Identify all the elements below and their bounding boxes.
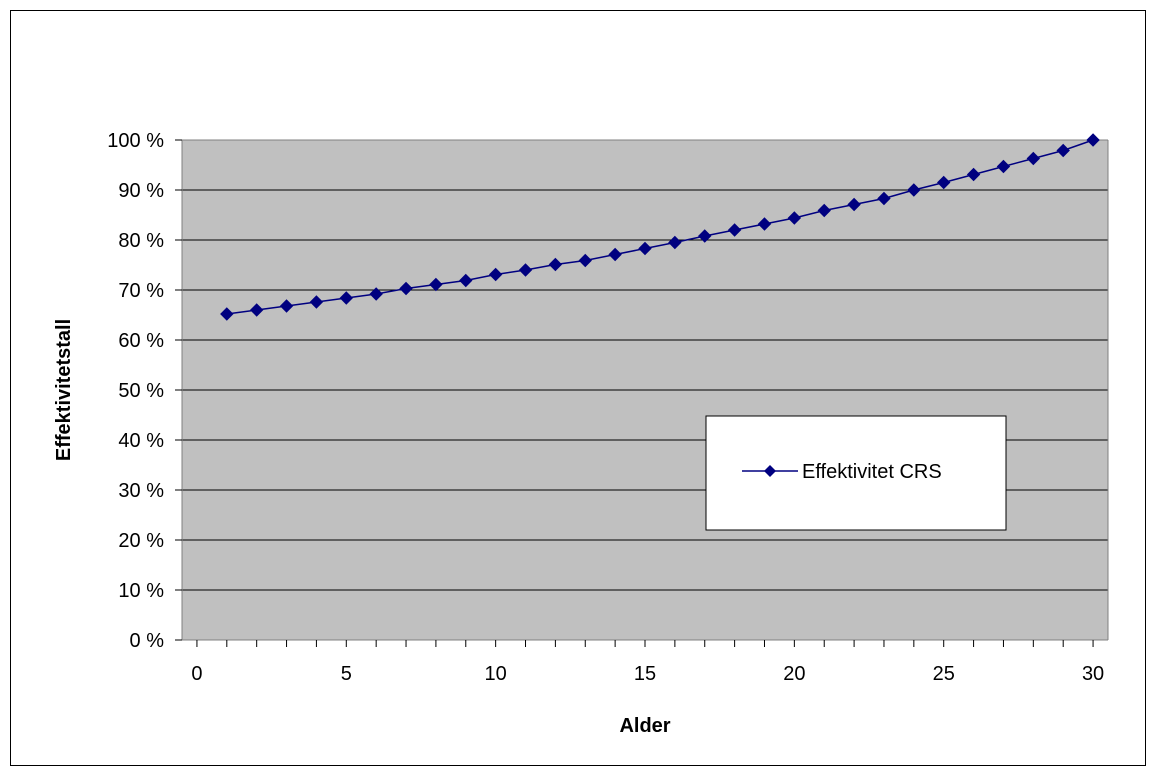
y-tick-label: 0 %: [130, 630, 165, 652]
x-axis-title: Alder: [619, 715, 670, 737]
data-point: [339, 291, 353, 305]
legend: Effektivitet CRS: [705, 415, 1007, 531]
data-point: [608, 247, 622, 262]
data-point: [966, 167, 981, 182]
y-tick-label: 90 %: [118, 180, 164, 202]
data-point: [847, 197, 861, 212]
y-tick-label: 30 %: [118, 480, 164, 502]
x-tick-label: 25: [933, 663, 955, 685]
data-point: [220, 307, 234, 321]
data-point: [1026, 151, 1041, 166]
data-point: [1086, 133, 1100, 147]
y-tick-label: 70 %: [118, 280, 164, 302]
data-point: [249, 303, 264, 317]
data-point: [488, 267, 503, 282]
x-tick-label: 20: [783, 663, 805, 685]
y-tick-label: 80 %: [118, 230, 164, 252]
y-tick-label: 100 %: [107, 130, 164, 152]
x-axis-ticks: 0 5 10 15 20 25 30: [191, 640, 1104, 685]
legend-label: Effektivitet CRS: [802, 461, 942, 483]
data-point: [638, 241, 652, 256]
x-tick-label: 0: [191, 663, 202, 685]
legend-box: [705, 415, 1007, 531]
data-point: [548, 257, 563, 272]
data-point: [668, 235, 682, 250]
data-point: [877, 191, 891, 206]
x-tick-label: 10: [485, 663, 507, 685]
y-axis-ticks: 0 % 10 % 20 % 30 % 40 % 50 % 60 % 70 % 80 % 90 % 1…: [107, 130, 182, 652]
y-tick-label: 10 %: [118, 580, 164, 602]
data-point: [459, 273, 473, 288]
data-point: [698, 229, 712, 243]
data-point: [996, 159, 1011, 174]
data-point: [279, 299, 294, 313]
x-tick-label: 5: [341, 663, 352, 685]
data-point: [937, 175, 951, 190]
data-point: [309, 295, 324, 309]
x-tick-label: 15: [634, 663, 656, 685]
data-point: [399, 281, 413, 296]
series-layer: [220, 133, 1100, 321]
legend-marker: [764, 465, 776, 477]
y-axis-title: Effektivitetstall: [53, 319, 75, 461]
data-point: [757, 217, 772, 231]
data-point: [817, 203, 831, 218]
y-tick-label: 20 %: [118, 530, 164, 552]
data-point: [907, 183, 921, 197]
y-tick-label: 60 %: [118, 330, 164, 352]
data-point: [787, 211, 802, 225]
data-point: [578, 253, 592, 268]
data-point: [727, 223, 742, 237]
data-point: [518, 263, 533, 277]
x-tick-label: 30: [1082, 663, 1104, 685]
data-point: [1056, 143, 1070, 158]
y-tick-label: 40 %: [118, 430, 164, 452]
y-tick-label: 50 %: [118, 380, 164, 402]
data-point: [429, 277, 443, 292]
data-point: [369, 287, 383, 301]
